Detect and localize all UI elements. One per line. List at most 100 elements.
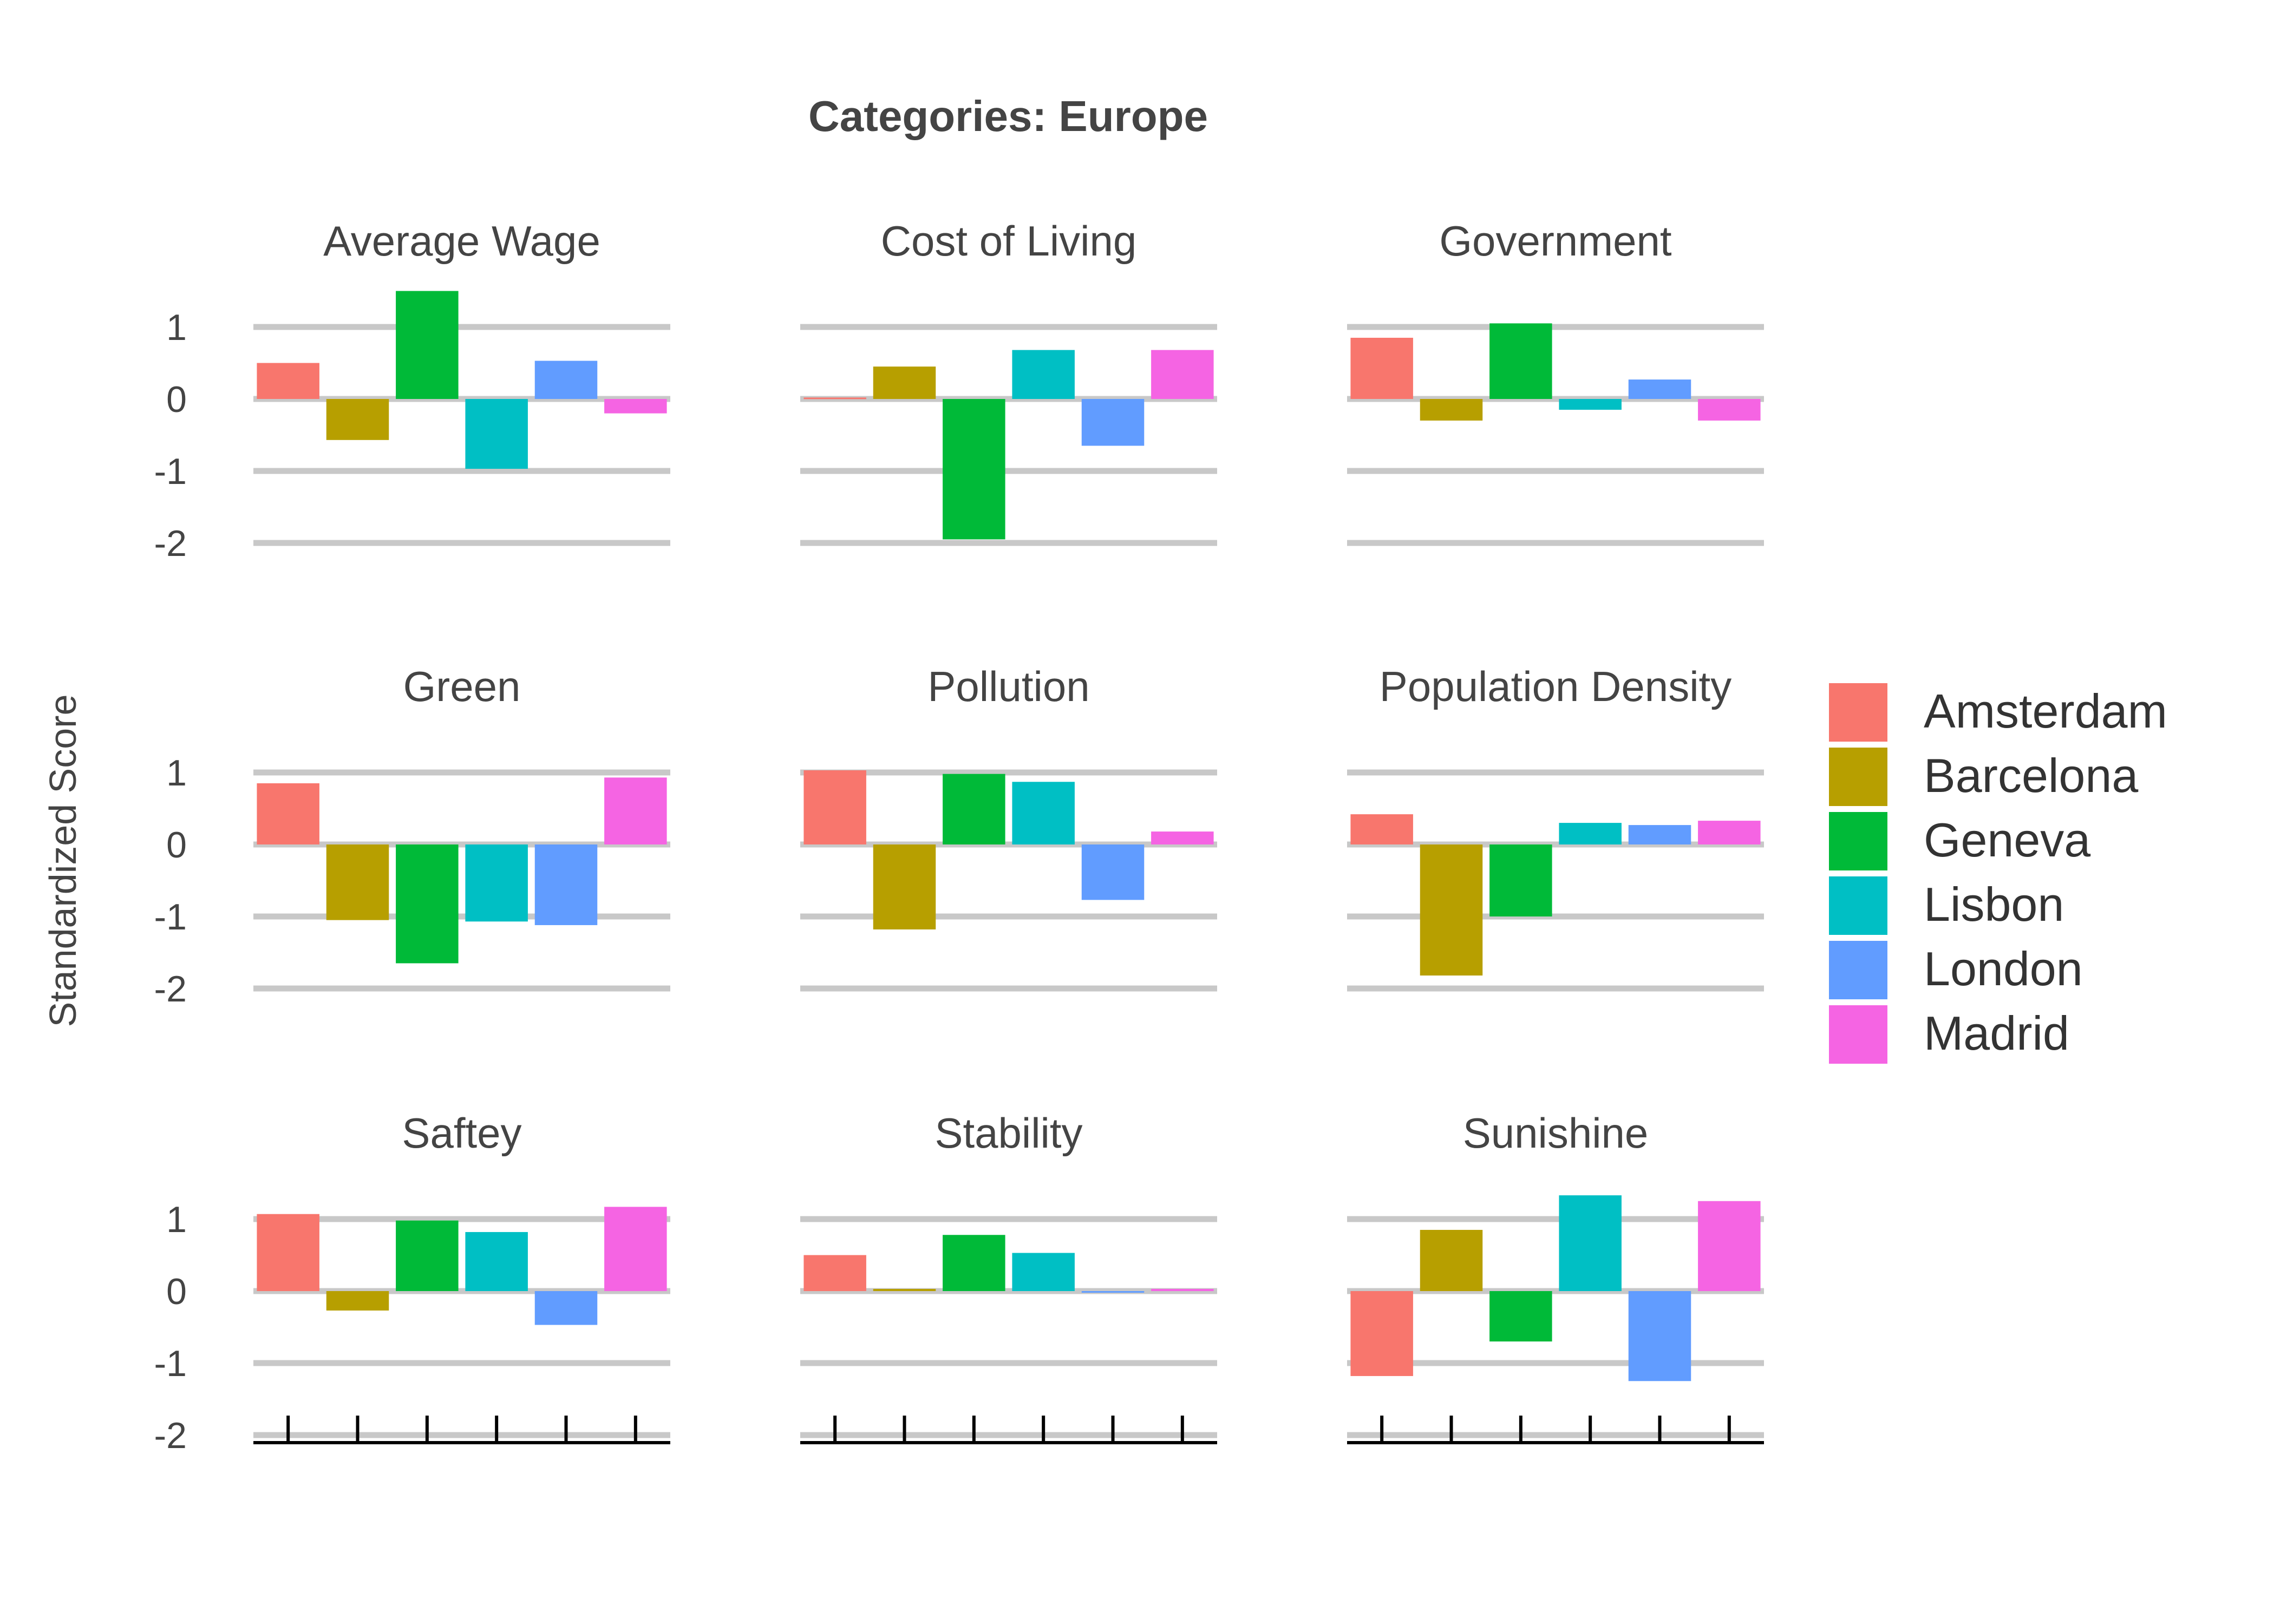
bar-amsterdam <box>257 1214 319 1291</box>
y-tick-label: -1 <box>154 1343 187 1384</box>
bar-geneva <box>1489 844 1552 916</box>
legend-item-lisbon: Lisbon <box>1829 876 2064 935</box>
y-tick-label: 0 <box>166 1271 187 1312</box>
legend-item-madrid: Madrid <box>1829 1005 2069 1064</box>
bar-london <box>1081 1291 1145 1293</box>
y-tick-label: 1 <box>166 1199 187 1240</box>
bar-lisbon <box>1559 1195 1622 1291</box>
bar-madrid <box>1151 350 1214 399</box>
legend-item-barcelona: Barcelona <box>1829 748 2138 806</box>
legend-swatch <box>1829 876 1887 935</box>
panel-population-density: Population Density <box>1347 663 1764 992</box>
bar-amsterdam <box>257 363 319 399</box>
y-tick-label: 1 <box>166 752 187 794</box>
bar-barcelona <box>873 366 936 399</box>
bar-geneva <box>1489 1291 1552 1342</box>
bar-lisbon <box>1012 1253 1075 1291</box>
legend-swatch <box>1829 1005 1887 1064</box>
bar-amsterdam <box>1350 814 1413 844</box>
bar-madrid <box>1151 831 1214 844</box>
y-axis-title: Standardized Score <box>42 695 84 1027</box>
bar-lisbon <box>1559 399 1622 410</box>
bar-lisbon <box>465 1232 528 1291</box>
bar-lisbon <box>465 399 528 469</box>
panel-green: 1 0 -1 -2 Green <box>154 663 670 1010</box>
panel-average-wage: 1 0 -1 -2 Average Wage <box>154 217 670 564</box>
bar-madrid <box>604 399 667 414</box>
legend-swatch <box>1829 812 1887 870</box>
y-tick-label: 1 <box>166 307 187 348</box>
bar-lisbon <box>1012 350 1075 399</box>
legend-item-geneva: Geneva <box>1829 812 2090 870</box>
bar-london <box>1628 1291 1691 1381</box>
bar-amsterdam <box>257 783 319 844</box>
bar-geneva <box>396 291 459 399</box>
bar-madrid <box>604 777 667 844</box>
bar-geneva <box>943 399 1005 540</box>
bar-amsterdam <box>1350 1291 1413 1376</box>
facet-title: Government <box>1439 217 1672 265</box>
facet-title: Population Density <box>1380 663 1731 710</box>
bar-geneva <box>1489 323 1552 399</box>
bar-barcelona <box>326 1291 389 1311</box>
y-tick-label: 0 <box>166 379 187 420</box>
legend-label: Madrid <box>1924 1006 2069 1060</box>
bar-lisbon <box>1559 823 1622 844</box>
facet-title: Average Wage <box>323 217 600 265</box>
legend: Amsterdam Barcelona Geneva Lisbon London Madr… <box>1829 683 2167 1064</box>
facet-title: Sunishine <box>1463 1109 1649 1157</box>
bar-barcelona <box>1420 844 1483 976</box>
panel-government: Government <box>1347 217 1764 546</box>
bar-london <box>534 844 598 925</box>
bar-madrid <box>1698 399 1761 421</box>
legend-item-london: London <box>1829 941 2083 999</box>
bar-madrid <box>1698 1201 1761 1291</box>
bar-geneva <box>943 1235 1005 1291</box>
chart-title: Categories: Europe <box>808 92 1208 140</box>
legend-swatch <box>1829 941 1887 999</box>
panel-cost-of-living: Cost of Living <box>800 217 1217 546</box>
bar-london <box>1081 844 1145 900</box>
facet-panels: 1 0 -1 -2 Average Wage Cost of Living Governme… <box>154 217 1764 1456</box>
bar-london <box>1081 399 1145 446</box>
bar-barcelona <box>873 844 936 929</box>
bar-amsterdam <box>803 397 866 400</box>
y-tick-label: -1 <box>154 451 187 492</box>
bar-lisbon <box>465 844 528 922</box>
facet-title: Pollution <box>927 663 1089 710</box>
bar-london <box>1628 825 1691 844</box>
bar-london <box>534 361 598 399</box>
legend-item-amsterdam: Amsterdam <box>1829 683 2167 742</box>
y-tick-label: -2 <box>154 523 187 564</box>
bar-london <box>534 1291 598 1325</box>
panel-stability: Stability <box>800 1109 1217 1444</box>
facet-title: Stability <box>935 1109 1082 1157</box>
bar-london <box>1628 379 1691 399</box>
bar-amsterdam <box>803 1255 866 1291</box>
bar-geneva <box>396 1220 459 1291</box>
legend-label: Geneva <box>1924 813 2090 867</box>
bar-madrid <box>1151 1289 1214 1291</box>
bar-madrid <box>604 1207 667 1291</box>
facet-title: Cost of Living <box>881 217 1137 265</box>
bar-amsterdam <box>1350 337 1413 399</box>
bar-barcelona <box>873 1289 936 1291</box>
panel-pollution: Pollution <box>800 663 1217 992</box>
legend-swatch <box>1829 748 1887 806</box>
facet-title: Green <box>403 663 521 710</box>
y-tick-label: 0 <box>166 824 187 866</box>
y-tick-label: -2 <box>154 968 187 1010</box>
facet-title: Saftey <box>402 1109 521 1157</box>
bar-barcelona <box>326 844 389 920</box>
bar-geneva <box>396 844 459 964</box>
legend-label: London <box>1924 942 2083 996</box>
bar-barcelona <box>1420 399 1483 421</box>
bar-geneva <box>943 774 1005 844</box>
legend-swatch <box>1829 683 1887 742</box>
legend-label: Barcelona <box>1924 749 2138 802</box>
legend-label: Amsterdam <box>1924 684 2167 738</box>
panel-sunishine: Sunishine <box>1347 1109 1764 1444</box>
y-tick-label: -1 <box>154 896 187 938</box>
bar-amsterdam <box>803 770 866 844</box>
